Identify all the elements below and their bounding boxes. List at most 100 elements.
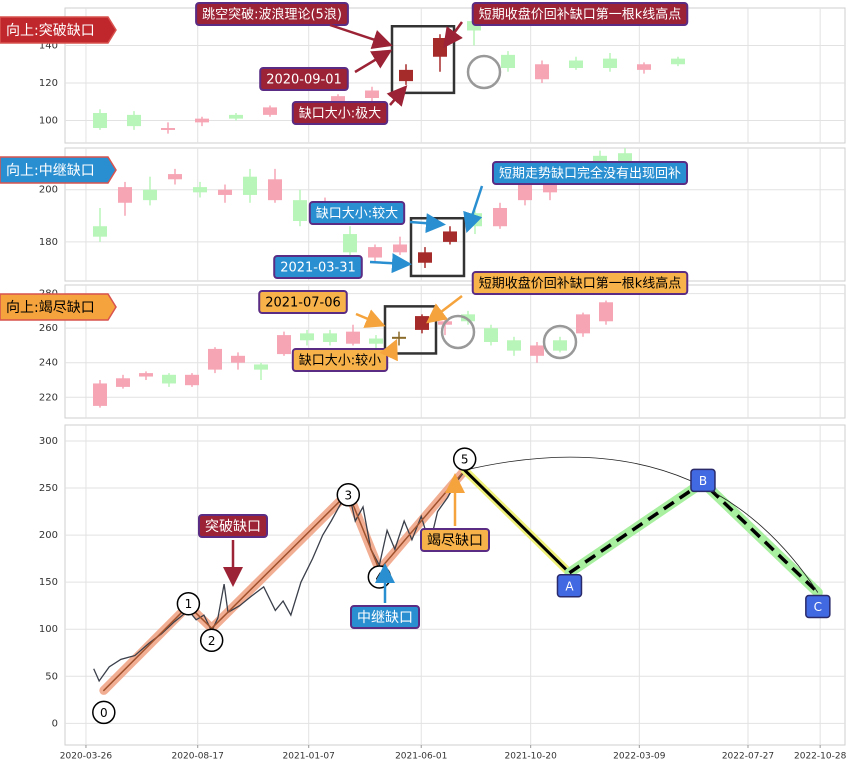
annotation-box [198, 514, 268, 538]
annotation-text: 缺口大小:极大 [299, 107, 381, 122]
candle-body [543, 184, 557, 193]
annotation: 缺口大小:较小 [291, 348, 389, 372]
wave-label: B [699, 474, 707, 488]
gap-fill-circle [542, 324, 578, 360]
annotation-text: 短期收盘价回补缺口第一根k线高点 [479, 7, 682, 23]
panel-frame [64, 147, 846, 282]
candle-body [553, 340, 567, 351]
candle-body [671, 58, 685, 65]
wave-label-circle [336, 483, 361, 507]
x-tick-label: 2022-03-09 [613, 752, 666, 762]
annotation-box [258, 290, 348, 314]
candle-body [118, 187, 132, 203]
candle-body [569, 60, 583, 68]
annotation-text: 跳空突破:波浪理论(5浪) [202, 7, 342, 23]
candle-body [399, 69, 413, 82]
candle-body [300, 333, 314, 341]
candle-body [168, 174, 182, 180]
wave-label-circle [92, 700, 116, 725]
annotation-box [308, 201, 406, 225]
candle-body [576, 314, 590, 334]
panel-tag: 向上:中继缺口 [0, 156, 117, 184]
annotation-text: 中继缺口 [357, 610, 413, 626]
wave-a [463, 468, 571, 575]
annotation: 跳空突破:波浪理论(5浪) [195, 2, 349, 26]
candle-body [484, 328, 498, 342]
x-tick-label: 2021-10-20 [505, 752, 558, 762]
candle-body [263, 107, 277, 115]
candle-body [143, 189, 157, 201]
candle-body [393, 244, 407, 253]
candle-body [277, 335, 291, 355]
candle-body [323, 333, 337, 342]
annotation-box [491, 161, 689, 185]
y-tick-label: 180 [39, 237, 58, 248]
candle-body [501, 54, 515, 68]
tag-text: 向上:竭尽缺口 [6, 300, 95, 316]
wave-label: 3 [344, 488, 352, 502]
annotation-box [350, 605, 420, 629]
annotation-arrow [379, 338, 398, 362]
y-tick-label: 0 [52, 718, 58, 729]
candle-body [518, 181, 532, 201]
annotation: 2020-09-01 [259, 67, 349, 91]
y-tick-label: 300 [39, 436, 58, 447]
annotation-box [259, 67, 349, 91]
tag-arrow [0, 156, 117, 184]
x-tick-label: 2022-07-27 [722, 752, 774, 762]
candle-body [93, 226, 107, 237]
panel-tag: 向上:竭尽缺口 [0, 293, 117, 321]
x-tick-label: 2020-08-17 [172, 752, 224, 762]
candle-body [268, 179, 282, 201]
candle-body [231, 355, 245, 363]
annotation-box [195, 2, 349, 26]
annotation-text: 2020-09-01 [266, 73, 342, 88]
y-tick-label: 260 [39, 323, 58, 334]
annotation-arrow [409, 213, 446, 234]
candle-body [368, 247, 382, 258]
candle-body [369, 338, 383, 344]
gap-box [383, 305, 438, 355]
x-tick-label: 2022-10-28 [794, 752, 847, 762]
annotation-text: 突破缺口 [205, 519, 261, 535]
y-tick-label: 240 [39, 358, 58, 369]
annotation: 中继缺口 [350, 605, 420, 629]
candle-body [229, 114, 243, 119]
annotation-text: 缺口大小:较小 [299, 354, 381, 369]
annotation-text: 短期收盘价回补缺口第一根k线高点 [479, 276, 682, 292]
annotation-arrow [354, 49, 393, 74]
annotation: 缺口大小:较大 [308, 201, 406, 225]
x-tick-label: 2020-03-26 [60, 752, 113, 762]
candle-body [116, 378, 130, 387]
candle-body [208, 348, 222, 370]
wave-label: 0 [100, 706, 108, 720]
wave-label: A [565, 579, 574, 593]
candle-body [530, 345, 544, 356]
price-line [93, 470, 466, 683]
tag-arrow [0, 293, 117, 321]
candle-body [433, 38, 447, 57]
candle-body [195, 118, 209, 123]
x-tick-label: 2021-01-07 [283, 752, 335, 762]
candle-body [599, 302, 613, 322]
candle-body [139, 373, 153, 377]
panel-frame [64, 424, 846, 746]
wave-label-box [805, 594, 831, 619]
annotation: 2021-07-06 [258, 290, 348, 314]
annotation-text: 缺口大小:较大 [316, 207, 398, 222]
candle-body [443, 231, 457, 242]
candle-body [365, 90, 379, 98]
wave-label-box [556, 574, 583, 598]
annotation-arrow [369, 253, 412, 274]
candle-body [461, 314, 475, 322]
wave-label: 5 [461, 453, 469, 467]
annotation: 缺口大小:极大 [291, 101, 389, 125]
candle-body [507, 340, 521, 351]
wave-label: 2 [208, 634, 216, 648]
annotation-arrow [329, 23, 393, 50]
annotation-box [273, 255, 363, 279]
y-tick-label: 120 [39, 78, 58, 89]
y-tick-label: 200 [39, 530, 58, 541]
candle-body [193, 187, 207, 193]
